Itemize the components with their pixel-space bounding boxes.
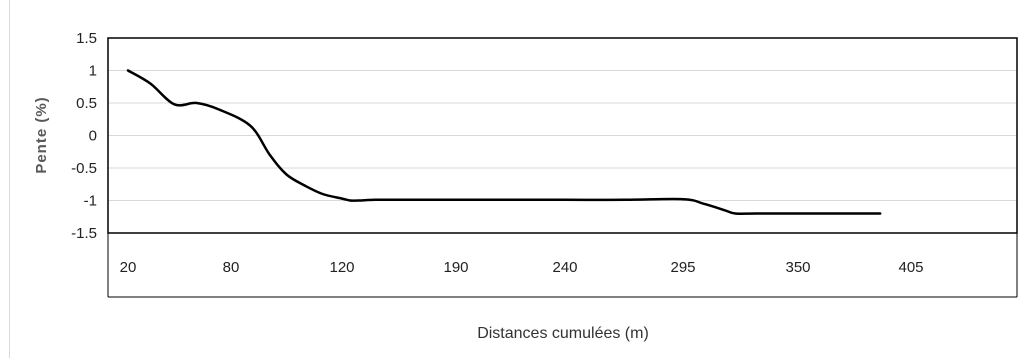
y-tick-label: 1: [89, 63, 97, 80]
x-tick-label: 190: [443, 259, 468, 276]
x-tick-label: 20: [120, 259, 137, 276]
series-layer: [126, 69, 882, 215]
plot-frame: [107, 37, 1018, 234]
y-tick-label: 0: [89, 128, 97, 145]
left-border-rule: [9, 0, 10, 358]
y-tick-label: -1.5: [71, 225, 97, 242]
x-axis-title: Distances cumulées (m): [477, 325, 649, 342]
x-axis-band: [107, 233, 1018, 298]
x-tick-label: 350: [785, 259, 810, 276]
x-tick-labels: 20 80 120 190 240 295 350 405: [120, 259, 924, 276]
x-tick-label: 80: [223, 259, 240, 276]
y-tick-label: -0.5: [71, 160, 97, 177]
gridlines: [108, 70, 1017, 201]
y-tick-label: 1.5: [76, 30, 97, 47]
y-tick-label: -1: [84, 193, 97, 210]
y-tick-label: 0.5: [76, 95, 97, 112]
y-tick-labels: 1.5 1 0.5 0 -0.5 -1 -1.5: [71, 30, 97, 242]
x-tick-label: 295: [670, 259, 695, 276]
x-tick-label: 240: [552, 259, 577, 276]
x-tick-label: 120: [329, 259, 354, 276]
series-line: [126, 69, 882, 215]
x-tick-label: 405: [898, 259, 923, 276]
y-axis-title: Pente (%): [33, 96, 50, 173]
